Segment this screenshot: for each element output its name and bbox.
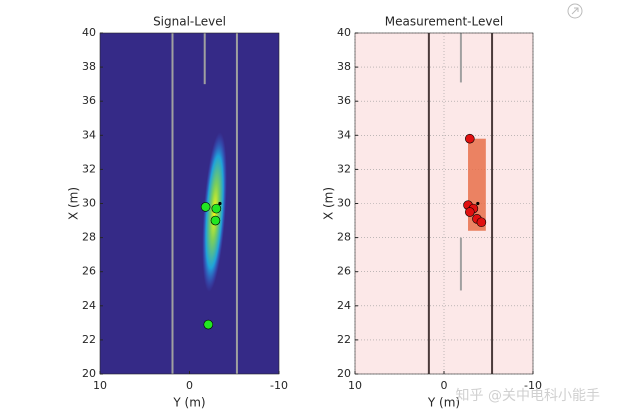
y-tick-label: 38 — [82, 60, 96, 73]
chart-title: Signal-Level — [153, 15, 226, 29]
x-axis-label: Y (m) — [172, 396, 205, 410]
x-axis-label: Y (m) — [427, 396, 460, 410]
point — [210, 215, 221, 226]
y-axis-label: X (m) — [322, 187, 336, 220]
y-tick-label: 20 — [82, 367, 96, 380]
point — [476, 201, 480, 206]
y-tick-label: 40 — [337, 26, 351, 39]
y-tick-label: 34 — [337, 128, 351, 141]
point — [203, 319, 214, 330]
x-tick-label: 10 — [348, 379, 362, 392]
x-tick-label: 10 — [93, 379, 107, 392]
axes: 20 22 24 26 28 30 32 34 36 38 40 10 0 -10 Measurement-… — [322, 15, 542, 410]
export-icon[interactable] — [567, 3, 583, 19]
y-tick-label: 40 — [82, 26, 96, 39]
y-tick-label: 36 — [82, 94, 96, 107]
x-tick-label: -10 — [524, 379, 542, 392]
x-tick-label: 0 — [441, 379, 448, 392]
y-tick-label: 36 — [337, 94, 351, 107]
y-tick-label: 22 — [337, 333, 351, 346]
point — [200, 202, 211, 212]
point — [218, 201, 222, 206]
point — [476, 217, 487, 228]
y-tick-label: 20 — [337, 367, 351, 380]
x-tick-label: -10 — [270, 379, 288, 392]
y-tick-label: 32 — [337, 162, 351, 175]
axes: 20 22 24 26 28 30 32 34 36 38 40 10 0 -10 Signal-Level… — [67, 15, 288, 410]
chart-title: Measurement-Level — [385, 15, 503, 29]
y-tick-label: 30 — [82, 197, 96, 210]
y-tick-label: 38 — [337, 60, 351, 73]
y-tick-label: 32 — [82, 162, 96, 175]
y-tick-label: 26 — [82, 265, 96, 278]
plots: 20 22 24 26 28 30 32 34 36 38 40 10 0 -10 Signal-Level… — [67, 15, 542, 410]
point — [465, 133, 475, 144]
y-tick-label: 22 — [82, 333, 96, 346]
plot-area — [100, 33, 279, 374]
y-tick-label: 24 — [337, 299, 351, 312]
point — [465, 207, 475, 217]
y-axis-label: X (m) — [67, 187, 81, 220]
watermark: 知乎 @关中电科小能手 — [456, 387, 600, 404]
point — [211, 203, 222, 214]
y-tick-label: 34 — [82, 128, 96, 141]
y-tick-label: 28 — [337, 231, 351, 244]
y-tick-label: 30 — [337, 197, 351, 210]
y-tick-label: 28 — [82, 231, 96, 244]
y-tick-label: 26 — [337, 265, 351, 278]
plot-area — [355, 33, 533, 374]
x-tick-label: 0 — [186, 379, 193, 392]
y-tick-label: 24 — [82, 299, 96, 312]
